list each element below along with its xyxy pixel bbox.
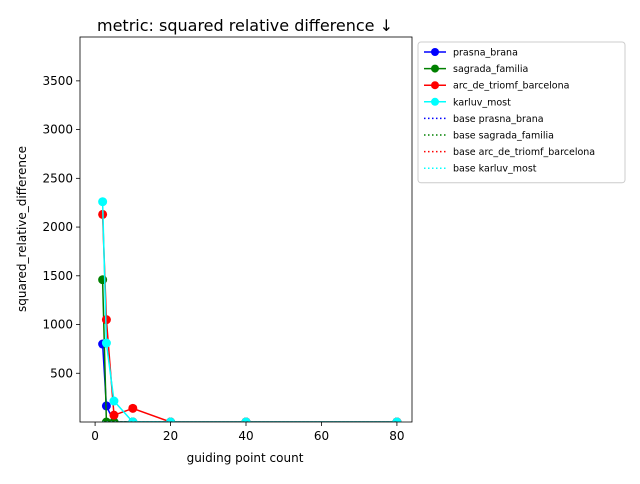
- data-point: [109, 410, 119, 420]
- legend-label: karluv_most: [453, 97, 511, 108]
- legend-marker: [431, 48, 439, 56]
- data-point: [166, 417, 176, 422]
- series-group: [98, 197, 402, 422]
- x-axis-label: guiding point count: [187, 451, 304, 465]
- plot-frame: [79, 36, 413, 423]
- legend-label: sagrada_familia: [453, 64, 528, 75]
- data-point: [241, 417, 251, 422]
- y-tick-label: 2000: [42, 220, 73, 234]
- x-tick-label: 20: [163, 429, 178, 443]
- y-axis-label: squared_relative_difference: [15, 146, 29, 312]
- x-tick-label: 60: [314, 429, 329, 443]
- plot-layer: 0 20 40 60 80 500 1000 1500 2000 2500 3000 3500: [42, 36, 413, 443]
- y-tick-label: 3000: [42, 123, 73, 137]
- series-line: [101, 214, 397, 422]
- data-point: [109, 396, 119, 406]
- series-line: [101, 279, 397, 422]
- data-point: [98, 197, 108, 207]
- legend-label: base prasna_brana: [453, 114, 544, 125]
- series-line: [101, 201, 397, 422]
- legend-label: prasna_brana: [453, 48, 518, 59]
- chart-title: metric: squared relative difference ↓: [97, 16, 393, 35]
- legend-label: base arc_de_triomf_barcelona: [453, 147, 595, 158]
- y-tick-label: 3500: [42, 74, 73, 88]
- data-point: [101, 417, 111, 422]
- x-tick-label: 0: [91, 429, 99, 443]
- y-tick-label: 500: [50, 366, 73, 380]
- x-tick-label: 40: [238, 429, 253, 443]
- legend-marker: [431, 64, 439, 73]
- y-tick-label: 1500: [42, 269, 73, 283]
- legend-marker: [431, 81, 439, 90]
- x-tick-label: 80: [389, 429, 404, 443]
- data-point: [392, 417, 402, 422]
- data-point: [128, 403, 138, 413]
- y-tick-label: 1000: [42, 318, 73, 332]
- legend-marker: [431, 97, 439, 106]
- y-tick-label: 2500: [42, 171, 73, 185]
- legend: prasna_brana sagrada_familia arc_de_triomf…: [417, 41, 626, 184]
- legend-label: base sagrada_familia: [453, 131, 554, 142]
- data-point: [128, 417, 138, 422]
- legend-box: [417, 41, 626, 184]
- series-line: [101, 343, 397, 422]
- legend-label: arc_de_triomf_barcelona: [453, 81, 569, 92]
- data-point: [101, 338, 111, 348]
- legend-label: base karluv_most: [453, 164, 537, 175]
